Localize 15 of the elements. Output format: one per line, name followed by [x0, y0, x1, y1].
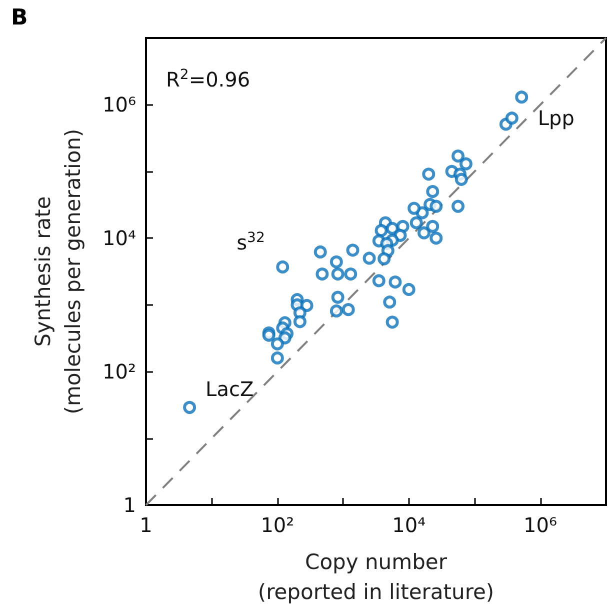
x-tick-label: 1	[140, 513, 152, 537]
annotation: Lpp	[538, 106, 574, 130]
annotation: R$^{2}$=0.96	[166, 67, 250, 92]
x-axis-title: Copy number (reported in literature)	[258, 550, 494, 604]
y-tick-label: 10⁴	[102, 226, 136, 250]
x-tick-label: 10²	[260, 513, 294, 537]
annotation: LacZ	[206, 377, 254, 402]
y-tick-label: 1	[123, 493, 136, 517]
y-tick-label: 10⁶	[102, 92, 136, 117]
x-tick-label: 10⁶	[524, 513, 558, 537]
y-axis-title: Synthesis rate (molecules per generation)	[31, 128, 85, 414]
chart-title: B	[11, 6, 28, 30]
y-tick-label: 10²	[102, 360, 136, 384]
x-tick-label: 10⁴	[392, 513, 426, 537]
annotation: s$^{32}$	[236, 230, 265, 255]
